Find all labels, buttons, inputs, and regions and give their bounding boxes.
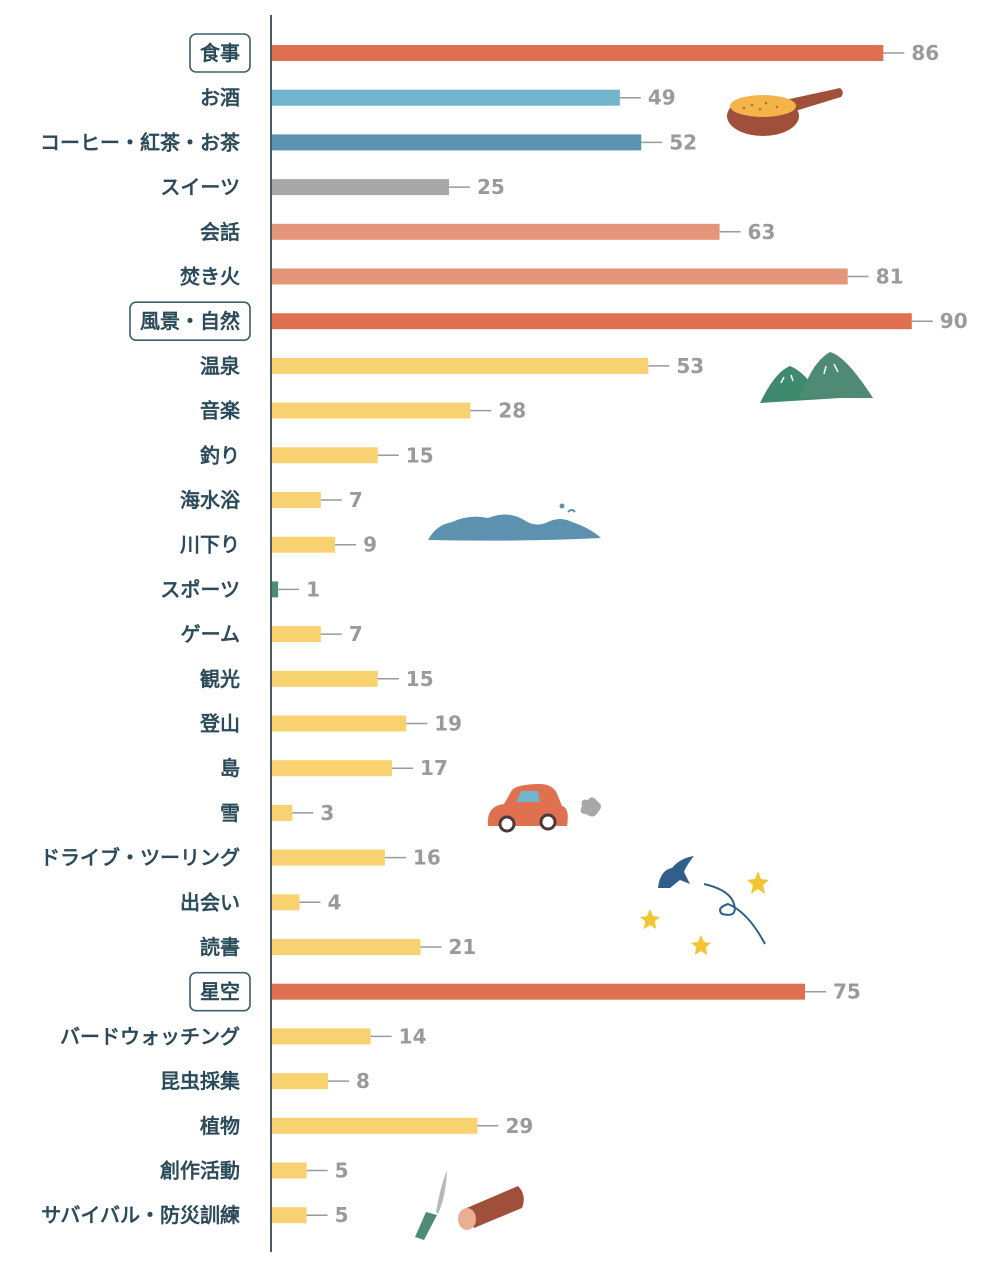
value-label: 52 [669,130,697,154]
value-label: 1 [306,577,320,601]
value-label: 63 [748,220,776,244]
category-label: 温泉 [200,354,241,378]
category-label: ドライブ・ツーリング [40,846,240,870]
category-label: 読書 [200,935,240,959]
bar-11 [271,536,336,553]
bar-15 [271,715,407,732]
bar-22 [271,1028,371,1045]
value-label: 7 [349,488,363,512]
highlight-box [129,301,251,342]
knife-and-log-icon [415,1170,524,1240]
value-label: 7 [349,622,363,646]
bar-9 [271,447,378,464]
value-label: 8 [356,1069,370,1093]
bird-and-stars-icon [640,856,769,955]
category-label: 会話 [200,220,240,244]
highlight-box [189,971,251,1012]
category-label: 雪 [220,801,240,825]
category-label: ゲーム [181,622,240,646]
category-label: 島 [220,756,240,780]
bar-13 [271,626,321,643]
category-label: 食事 [200,41,240,65]
value-label: 15 [406,443,434,467]
value-label: 5 [335,1159,349,1183]
category-label: 出会い [180,890,240,914]
bar-1 [271,89,620,106]
labels-layer: 86食事49お酒52コーヒー・紅茶・お茶25スイーツ63会話81焚き火90風景・… [40,33,968,1227]
bar-19 [271,894,300,911]
value-label: 29 [505,1114,533,1138]
bar-14 [271,670,378,687]
car-icon [487,784,601,833]
bar-7 [271,357,649,374]
bar-23 [271,1073,328,1090]
category-label: スポーツ [160,577,240,601]
frying-pan-icon [727,88,843,136]
category-label: 観光 [200,667,240,691]
value-label: 49 [648,86,676,110]
bar-10 [271,492,321,508]
value-label: 17 [420,756,448,780]
bar-2 [271,134,642,151]
value-label: 16 [413,846,441,870]
category-label: 登山 [199,712,240,736]
value-label: 19 [434,712,462,736]
value-label: 15 [406,667,434,691]
value-label: 86 [911,41,939,65]
value-label: 14 [399,1024,427,1048]
bar-20 [271,939,421,955]
category-label: 創作活動 [159,1159,240,1183]
mountain-icon [760,352,873,403]
value-label: 25 [477,175,505,199]
category-label: お酒 [200,86,240,110]
bar-6 [271,313,912,330]
value-label: 75 [833,980,861,1004]
bar-21 [271,983,805,1000]
bar-5 [271,268,848,285]
category-label: スイーツ [160,175,240,199]
value-label: 21 [449,935,477,959]
category-label: コーヒー・紅茶・お茶 [40,130,241,154]
bar-3 [271,179,449,196]
bar-25 [271,1162,307,1179]
category-label: 風景・自然 [140,309,240,333]
value-label: 9 [363,533,377,557]
category-label: 焚き火 [180,265,241,289]
value-label: 90 [940,309,968,333]
value-label: 28 [498,399,526,423]
category-label: 海水浴 [180,488,241,512]
bar-12 [271,581,279,598]
wave-icon [428,503,601,541]
value-label: 3 [320,801,334,825]
category-label: バードウォッチング [60,1024,240,1048]
category-label: サバイバル・防災訓練 [41,1203,240,1227]
highlight-box [189,33,251,73]
bar-16 [271,760,393,777]
bars-layer [271,45,912,1224]
value-label: 81 [876,265,904,289]
bar-17 [271,804,293,821]
value-label: 5 [335,1203,349,1227]
bar-0 [271,45,884,61]
bar-8 [271,402,471,419]
bar-18 [271,849,385,866]
category-label: 星空 [200,980,240,1004]
bar-4 [271,223,720,240]
category-label: 昆虫採集 [160,1069,241,1093]
category-label: 釣り [200,443,240,467]
bar-24 [271,1117,478,1134]
value-label: 4 [327,890,341,914]
category-label: 川下り [179,533,240,557]
bar-26 [271,1207,307,1224]
category-label: 音楽 [200,399,241,423]
value-label: 53 [676,354,704,378]
category-label: 植物 [200,1114,240,1138]
